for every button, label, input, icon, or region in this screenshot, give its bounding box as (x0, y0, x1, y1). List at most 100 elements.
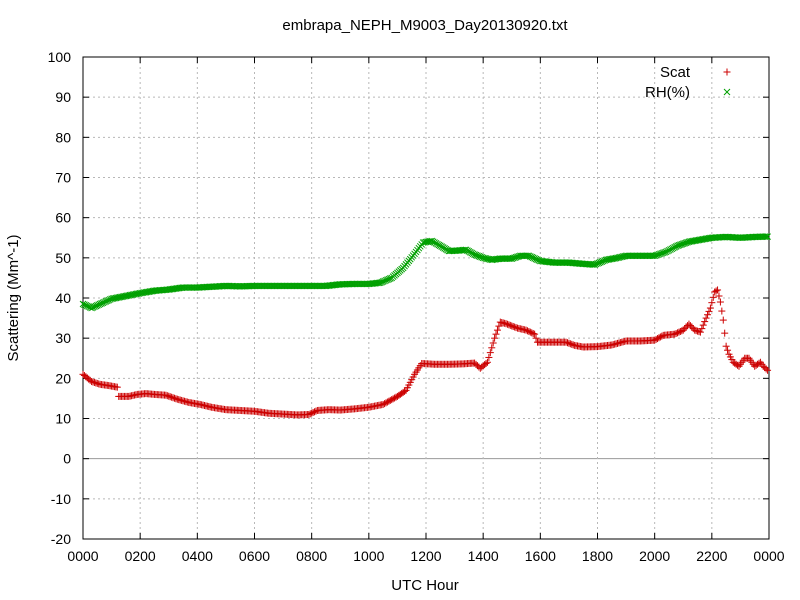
scat-point (382, 399, 390, 407)
scat-point (569, 341, 577, 349)
scat-point (391, 394, 399, 402)
series-rh (79, 233, 771, 312)
scat-point (715, 292, 723, 300)
scat-point (695, 328, 703, 336)
scat-point (523, 327, 531, 335)
rh-point (386, 275, 394, 282)
y-axis-label: Scattering (Mm^-1) (5, 234, 22, 361)
x-tick-label: 1000 (353, 548, 384, 564)
scat-point (654, 335, 662, 343)
scat-point (508, 322, 516, 330)
scat-point (699, 321, 707, 329)
data-points (79, 233, 772, 419)
scat-point (764, 366, 772, 374)
legend-cross-icon (723, 88, 731, 96)
scat-point (525, 327, 533, 335)
x-tick-label: 1400 (468, 548, 499, 564)
series-scat (79, 286, 772, 419)
x-tick-label: 0600 (239, 548, 270, 564)
scat-point (305, 410, 313, 418)
scat-point (392, 393, 400, 401)
scat-point (503, 320, 511, 328)
scat-point (676, 327, 684, 335)
scat-point (679, 326, 687, 334)
scat-point (509, 322, 517, 330)
scat-point (172, 395, 180, 403)
y-tick-label: 100 (48, 49, 72, 65)
scat-point (309, 408, 317, 416)
legend-marker-scat (723, 68, 731, 76)
scat-point (721, 329, 729, 337)
scat-point (495, 322, 503, 330)
scat-point (719, 316, 727, 324)
scat-point (385, 397, 393, 405)
scat-point (691, 326, 699, 334)
scat-point (688, 323, 696, 331)
scat-point (716, 298, 724, 306)
scat-point (86, 376, 94, 384)
scat-point (563, 339, 571, 347)
scat-point (698, 325, 706, 333)
scat-point (163, 392, 171, 400)
scat-point (686, 322, 694, 330)
legend-label-scat: Scat (660, 64, 691, 81)
x-tick-label: 1200 (410, 548, 441, 564)
scat-point (671, 330, 679, 338)
x-tick-label: 0000 (67, 548, 98, 564)
scat-point (168, 393, 176, 401)
scat-point (681, 325, 689, 333)
scat-point (722, 342, 730, 350)
scat-point (389, 395, 397, 403)
scat-point (709, 293, 717, 301)
scat-point (705, 307, 713, 315)
scat-point (701, 318, 709, 326)
y-tick-label: 40 (55, 290, 71, 306)
scat-point (166, 393, 174, 401)
legend-label-rh: RH(%) (645, 84, 690, 101)
scat-point (308, 409, 316, 417)
scat-point (718, 307, 726, 315)
x-tick-label: 0200 (125, 548, 156, 564)
scat-point (522, 326, 530, 334)
legend-plus-icon (723, 68, 731, 76)
scat-point (512, 324, 520, 332)
scat-point (505, 321, 513, 329)
scat-point (492, 330, 500, 338)
rh-point (762, 233, 770, 240)
scat-point (306, 410, 314, 418)
scat-point (656, 333, 664, 341)
scat-point (562, 338, 570, 346)
scat-point (672, 329, 680, 337)
scat-point (652, 335, 660, 343)
x-tick-label: 2200 (696, 548, 727, 564)
y-tick-label: 30 (55, 330, 71, 346)
scat-point (762, 365, 770, 373)
y-tick-label: -20 (51, 531, 71, 547)
scat-point (383, 398, 391, 406)
y-tick-label: 80 (55, 129, 71, 145)
scat-point (675, 328, 683, 336)
legend: Scat RH(%) (645, 64, 731, 101)
scat-point (493, 326, 501, 334)
scat-point (488, 344, 496, 352)
y-tick-label: 50 (55, 250, 71, 266)
scat-point (311, 408, 319, 416)
scat-point (702, 314, 710, 322)
y-tick-label: 0 (63, 451, 71, 467)
scat-point (489, 339, 497, 347)
scat-point (482, 359, 490, 367)
scat-point (162, 391, 170, 399)
scat-point (502, 320, 510, 328)
scat-point (529, 329, 537, 337)
y-tick-label: 10 (55, 411, 71, 427)
legend-marker-rh (723, 88, 731, 96)
scat-point (696, 328, 704, 336)
scat-point (694, 327, 702, 335)
scat-point (170, 394, 178, 402)
scat-point (526, 328, 534, 336)
scat-point (113, 383, 121, 391)
x-tick-label: 1800 (582, 548, 613, 564)
rh-point (764, 233, 771, 240)
y-tick-label: 60 (55, 210, 71, 226)
